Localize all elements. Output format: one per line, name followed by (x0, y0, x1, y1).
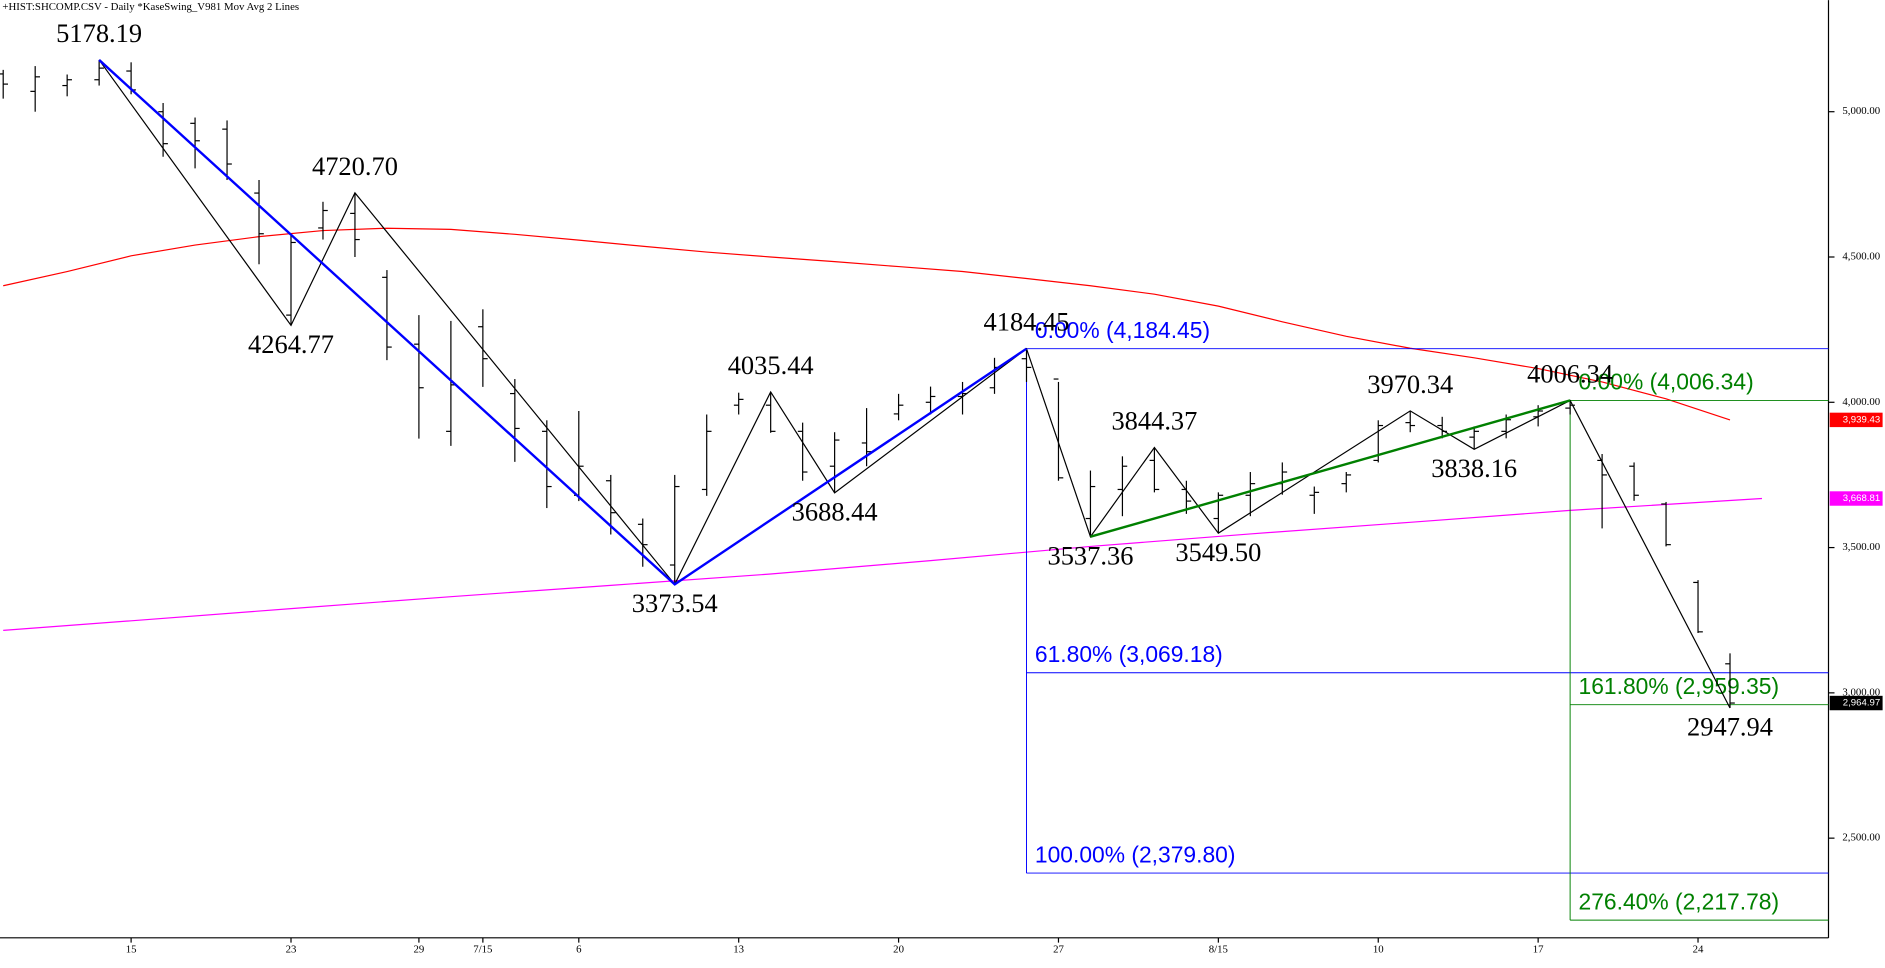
swing-label: 3537.36 (1047, 540, 1133, 570)
swing-label: 3838.16 (1431, 453, 1517, 483)
x-tick-label: 10 (1373, 943, 1384, 955)
price-flag (1829, 491, 1883, 506)
x-tick-label: 6 (576, 943, 582, 955)
chart-title: +HIST:SHCOMP.CSV - Daily *KaseSwing_V981… (2, 1, 299, 13)
x-tick-label: 29 (414, 943, 425, 955)
x-tick-label: 23 (286, 943, 297, 955)
swing-label: 4184.45 (984, 307, 1070, 337)
x-tick-label: 24 (1693, 943, 1704, 955)
price-flag-label: 3,939.43 (1843, 414, 1880, 425)
x-tick-label: 15 (126, 943, 137, 955)
moving-average (3, 497, 1763, 631)
swing-leg (98, 59, 1028, 586)
fib-label: 276.40% (2,217.78) (1579, 888, 1780, 914)
x-tick-label: 17 (1533, 943, 1544, 955)
swing-label: 2947.94 (1687, 712, 1773, 742)
y-tick-label: 4,500.00 (1842, 250, 1880, 262)
swing-label: 4720.70 (312, 151, 398, 181)
price-flag (1829, 412, 1883, 428)
moving-average (3, 227, 1731, 421)
y-tick-label: 3,000.00 (1842, 686, 1880, 698)
swing-leg (1090, 399, 1571, 538)
swing-label: 3549.50 (1175, 537, 1261, 567)
x-tick-label: 8/15 (1209, 943, 1228, 955)
price-flag (1829, 695, 1883, 711)
swing-label: 4035.44 (728, 350, 814, 380)
fib-label: 161.80% (2,959.35) (1579, 673, 1780, 699)
y-tick-label: 2,500.00 (1842, 832, 1880, 844)
fib-label: 61.80% (3,069.18) (1035, 641, 1223, 667)
y-tick-label: 5,000.00 (1842, 105, 1880, 117)
swing-label: 3373.54 (632, 588, 718, 618)
swing-label: 3688.44 (792, 497, 878, 527)
swing-label: 4006.34 (1527, 358, 1613, 388)
y-tick-label: 3,500.00 (1842, 541, 1880, 553)
swing-line (98, 59, 1731, 709)
x-tick-label: 7/15 (473, 943, 492, 955)
fib-label: 0.00% (4,184.45) (1035, 317, 1210, 343)
x-tick-label: 20 (893, 943, 904, 955)
y-tick-label: 4,000.00 (1842, 396, 1880, 408)
price-flag-label: 2,964.97 (1843, 698, 1880, 709)
swing-label: 5178.19 (56, 18, 142, 48)
fib-label: 0.00% (4,006.34) (1579, 369, 1754, 395)
swing-label: 4264.77 (248, 329, 334, 359)
swing-label: 3970.34 (1367, 369, 1453, 399)
swing-label: 3844.37 (1111, 406, 1197, 436)
price-flag-label: 3,668.81 (1843, 493, 1880, 504)
fib-label: 100.00% (2,379.80) (1035, 841, 1236, 867)
x-tick-label: 13 (733, 943, 744, 955)
x-tick-label: 27 (1053, 943, 1064, 955)
